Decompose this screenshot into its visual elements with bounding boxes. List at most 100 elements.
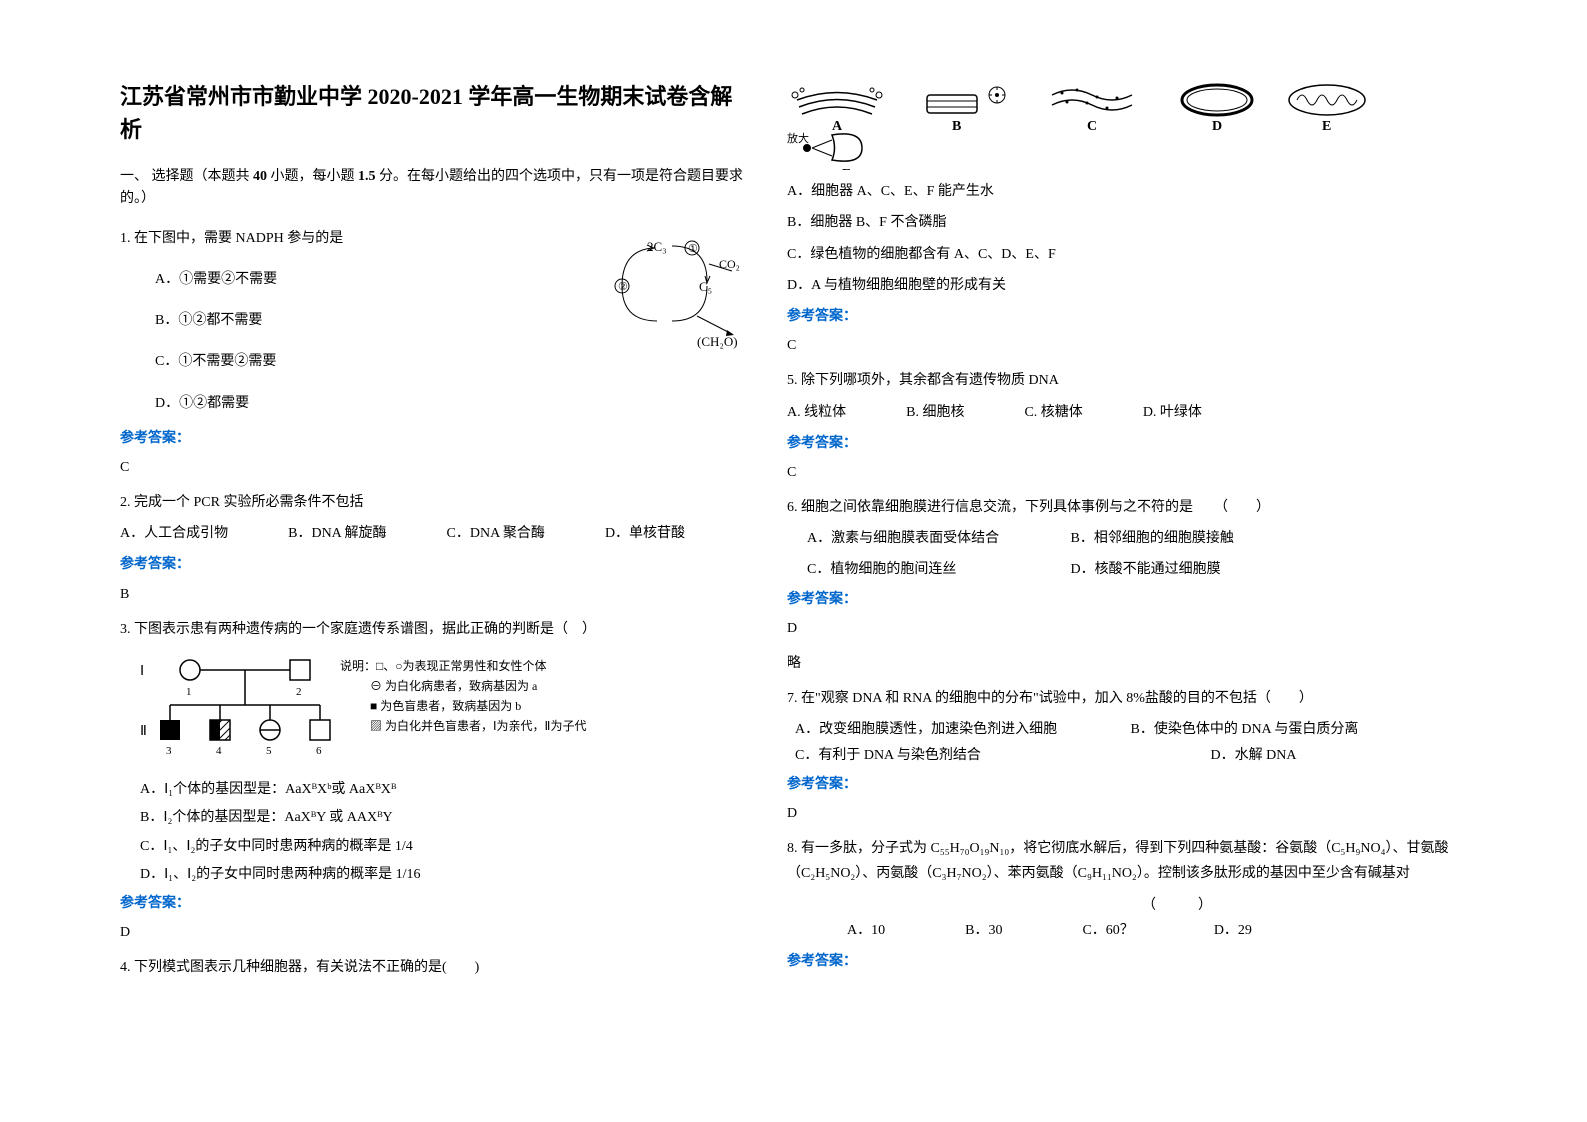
zoom-label: 放大: [787, 131, 809, 145]
q5-optC: C. 核糖体: [1024, 400, 1082, 425]
q7-answer: D: [787, 801, 1467, 826]
question-7: 7. 在"观察 DNA 和 RNA 的细胞中的分布"试验中，加入 8%盐酸的目的…: [787, 686, 1467, 826]
q2-optB: B．DNA 解旋酶: [288, 521, 386, 546]
q1-optB: B．①②都不需要: [120, 308, 597, 333]
q7-optA: A．改变细胞膜透性，加速染色剂进入细胞: [787, 717, 1127, 742]
q8-optD: D．29: [1214, 918, 1252, 943]
q2-optD: D．单核苷酸: [605, 521, 685, 546]
organelle-diagram: A B: [787, 80, 1467, 179]
q1-optD: D．①②都需要: [120, 391, 597, 416]
q7-optD: D．水解 DNA: [1211, 748, 1297, 763]
q3-legend-b: ■ 为色盲患者，致病基因为 b: [370, 698, 521, 713]
q2-optC: C．DNA 聚合酶: [447, 521, 545, 546]
q7-answer-label: 参考答案：: [787, 772, 1467, 797]
org-E: E: [1322, 119, 1331, 134]
q8-optC: C．60？: [1082, 918, 1133, 943]
q1-svg-c5: C₅: [699, 279, 712, 294]
q5-answer-label: 参考答案：: [787, 431, 1467, 456]
q3-legend-a: ⊖ 为白化病患者，致病基因为 a: [370, 678, 538, 693]
ped-n2: 2: [296, 686, 302, 698]
q8-answer-label: 参考答案：: [787, 949, 1467, 974]
gen1-label: Ⅰ: [140, 664, 144, 679]
q6-answer: D: [787, 616, 1467, 641]
ped-n5: 5: [266, 745, 272, 757]
q3-text: 3. 下图表示患有两种遗传病的一个家庭遗传系谱图，据此正确的判断是（ ）: [120, 617, 747, 642]
q4-text: 4. 下列模式图表示几种细胞器，有关说法不正确的是( ): [120, 955, 747, 980]
q3-optB: B．Ⅰ₂个体的基因型是：AaXᴮY 或 AAXᴮY: [120, 805, 747, 830]
section-bold1: 40: [253, 169, 267, 184]
question-8: 8. 有一多肽，分子式为 C₅₅H₇₀O₁₉N₁₀，将它彻底水解后，得到下列四种…: [787, 836, 1467, 974]
q2-text: 2. 完成一个 PCR 实验所必需条件不包括: [120, 490, 747, 515]
org-F: F: [842, 167, 851, 170]
question-1: 1. 在下图中，需要 NADPH 参与的是 A．①需要②不需要 B．①②都不需要…: [120, 226, 747, 480]
q2-answer-label: 参考答案：: [120, 552, 747, 577]
q1-diagram: 2C₃ ① CO₂ C₅ ② (CH₂O): [597, 236, 747, 365]
q6-text: 6. 细胞之间依靠细胞膜进行信息交流，下列具体事例与之不符的是 （ ）: [787, 495, 1467, 520]
section-bold2: 1.5: [358, 169, 376, 184]
question-4-stem: 4. 下列模式图表示几种细胞器，有关说法不正确的是( ): [120, 955, 747, 980]
gen2-label: Ⅱ: [140, 724, 147, 739]
q1-answer-label: 参考答案：: [120, 426, 747, 451]
left-column: 江苏省常州市市勤业中学 2020-2021 学年高一生物期末试卷含解析 一、 选…: [100, 80, 767, 1082]
q6-answer-label: 参考答案：: [787, 587, 1467, 612]
q4-optA: A．细胞器 A、C、E、F 能产生水: [787, 179, 1467, 204]
q3-answer-label: 参考答案：: [120, 891, 747, 916]
q3-legend-c: ▨ 为白化并色盲患者，Ⅰ为亲代，Ⅱ为子代: [370, 718, 586, 733]
q5-optA: A. 线粒体: [787, 400, 846, 425]
question-3: 3. 下图表示患有两种遗传病的一个家庭遗传系谱图，据此正确的判断是（ ） Ⅰ 1…: [120, 617, 747, 946]
q4-optC: C．绿色植物的细胞都含有 A、C、D、E、F: [787, 242, 1467, 267]
q1-answer: C: [120, 455, 747, 480]
q1-optA: A．①需要②不需要: [120, 267, 597, 292]
q5-answer: C: [787, 460, 1467, 485]
org-D: D: [1212, 119, 1222, 134]
q8-optB: B．30: [965, 918, 1002, 943]
q6-optD: D．核酸不能通过细胞膜: [1071, 562, 1221, 577]
question-6: 6. 细胞之间依靠细胞膜进行信息交流，下列具体事例与之不符的是 （ ） A．激素…: [787, 495, 1467, 676]
q5-optD: D. 叶绿体: [1143, 400, 1202, 425]
exam-title: 江苏省常州市市勤业中学 2020-2021 学年高一生物期末试卷含解析: [120, 80, 747, 146]
ped-n1: 1: [186, 686, 192, 698]
question-2: 2. 完成一个 PCR 实验所必需条件不包括 A．人工合成引物 B．DNA 解旋…: [120, 490, 747, 607]
q1-svg-ch2o: (CH₂O): [697, 334, 738, 349]
q5-text: 5. 除下列哪项外，其余都含有遗传物质 DNA: [787, 368, 1467, 393]
q4-optB: B．细胞器 B、F 不含磷脂: [787, 210, 1467, 235]
question-5: 5. 除下列哪项外，其余都含有遗传物质 DNA A. 线粒体 B. 细胞核 C.…: [787, 368, 1467, 485]
right-column: A B: [767, 80, 1487, 1082]
q4-answer-label: 参考答案：: [787, 304, 1467, 329]
q2-optA: A．人工合成引物: [120, 521, 228, 546]
q7-text: 7. 在"观察 DNA 和 RNA 的细胞中的分布"试验中，加入 8%盐酸的目的…: [787, 686, 1467, 711]
section-pre: 一、 选择题（本题共: [120, 169, 253, 184]
q4-optD: D．A 与植物细胞细胞壁的形成有关: [787, 273, 1467, 298]
ped-n6: 6: [316, 745, 322, 757]
section-header: 一、 选择题（本题共 40 小题，每小题 1.5 分。在每小题给出的四个选项中，…: [120, 166, 747, 211]
q7-optC: C．有利于 DNA 与染色剂结合: [787, 743, 1207, 768]
q5-optB: B. 细胞核: [906, 400, 964, 425]
q6-optB: B．相邻细胞的细胞膜接触: [1071, 531, 1234, 546]
q6-note: 略: [787, 651, 1467, 676]
org-C: C: [1087, 119, 1097, 134]
ped-n4: 4: [216, 745, 222, 757]
org-A: A: [832, 119, 843, 134]
ped-n3: 3: [166, 745, 172, 757]
q8-optA: A．10: [847, 918, 885, 943]
q1-optC: C．①不需要②需要: [120, 349, 597, 374]
q2-answer: B: [120, 582, 747, 607]
org-B: B: [952, 119, 961, 134]
q7-optB: B．使染色体中的 DNA 与蛋白质分离: [1131, 722, 1359, 737]
q1-svg-circ2: ②: [618, 281, 628, 293]
pedigree-diagram: Ⅰ 1 2 Ⅱ 3: [120, 650, 747, 769]
q8-text: 8. 有一多肽，分子式为 C₅₅H₇₀O₁₉N₁₀，将它彻底水解后，得到下列四种…: [787, 836, 1467, 886]
q4-answer: C: [787, 333, 1467, 358]
q6-optA: A．激素与细胞膜表面受体结合: [807, 526, 1067, 551]
q1-svg-circ1: ①: [688, 243, 698, 255]
section-mid: 小题，每小题: [267, 169, 358, 184]
q3-optA: A．Ⅰ₁个体的基因型是：AaXᴮXᵇ或 AaXᴮXᴮ: [120, 777, 747, 802]
q8-blank: （ ）: [787, 893, 1467, 918]
question-4-body: A B: [787, 80, 1467, 358]
q1-svg-co2: CO₂: [719, 257, 740, 271]
q3-answer: D: [120, 920, 747, 945]
q3-optC: C．Ⅰ₁、Ⅰ₂的子女中同时患两种病的概率是 1/4: [120, 834, 747, 859]
q6-optC: C．植物细胞的胞间连丝: [807, 557, 1067, 582]
q3-legend-h: 说明：□、○为表现正常男性和女性个体: [340, 658, 547, 673]
q3-optD: D．Ⅰ₁、Ⅰ₂的子女中同时患两种病的概率是 1/16: [120, 862, 747, 887]
